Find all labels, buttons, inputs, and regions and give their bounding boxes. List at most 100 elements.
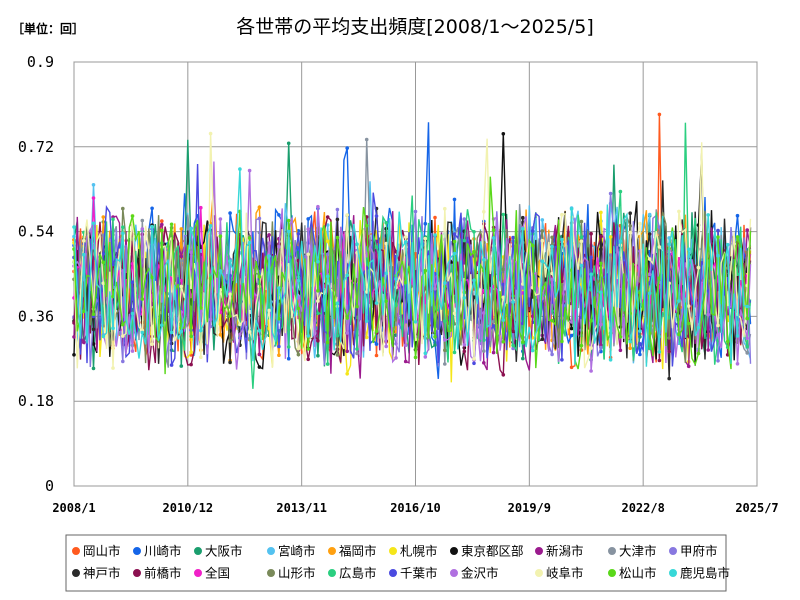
data-point: [189, 350, 193, 354]
data-point: [403, 359, 408, 364]
data-point: [169, 363, 174, 367]
data-point: [218, 234, 223, 238]
data-point: [696, 265, 701, 270]
data-point: [618, 335, 623, 339]
data-point: [521, 356, 525, 361]
data-point: [735, 362, 740, 366]
data-point: [569, 207, 574, 211]
data-point: [179, 278, 184, 283]
data-point: [735, 334, 740, 338]
data-point: [716, 235, 720, 239]
x-tick-label: 2022/8: [621, 501, 664, 515]
data-point: [550, 244, 554, 249]
data-point: [316, 259, 320, 264]
data-point: [316, 204, 320, 209]
data-point: [452, 251, 457, 256]
data-point: [569, 326, 574, 331]
data-point: [160, 323, 164, 328]
data-point: [296, 306, 301, 311]
data-point: [355, 347, 359, 351]
legend-marker: [389, 569, 397, 577]
data-point: [91, 342, 96, 346]
data-point: [589, 255, 593, 260]
legend-label: 山形市: [278, 566, 316, 581]
data-point: [482, 257, 486, 262]
data-point: [384, 271, 389, 276]
data-point: [384, 299, 389, 304]
data-point: [677, 257, 681, 261]
data-point: [462, 217, 467, 221]
legend-marker: [267, 547, 275, 555]
data-point: [433, 343, 437, 347]
data-point: [618, 239, 623, 243]
data-point: [560, 358, 564, 362]
data-point: [579, 343, 584, 348]
data-point: [121, 322, 125, 327]
data-point: [91, 327, 96, 332]
data-point: [716, 253, 720, 258]
data-point: [306, 357, 311, 362]
data-point: [647, 331, 652, 336]
data-point: [316, 353, 320, 358]
data-point: [394, 277, 398, 281]
data-point: [130, 311, 135, 316]
data-point: [745, 316, 749, 321]
data-point: [199, 205, 203, 210]
data-point: [335, 217, 340, 222]
data-point: [91, 312, 96, 317]
data-point: [267, 241, 271, 245]
data-point: [667, 242, 671, 247]
data-point: [550, 235, 554, 240]
data-point: [247, 330, 252, 334]
data-point: [647, 232, 652, 236]
data-point: [82, 252, 86, 257]
data-point: [716, 323, 720, 328]
x-tick-label: 2016/10: [390, 501, 441, 515]
data-point: [403, 280, 408, 285]
data-point: [130, 349, 135, 353]
data-point: [491, 236, 496, 240]
legend-label: 甲府市: [680, 544, 718, 559]
data-point: [130, 214, 135, 218]
data-point: [491, 319, 496, 324]
data-point: [482, 349, 486, 353]
data-point: [716, 228, 720, 233]
data-point: [628, 339, 632, 344]
data-point: [647, 291, 652, 296]
legend-label: 金沢市: [461, 566, 499, 581]
data-point: [677, 299, 681, 303]
data-point: [355, 304, 359, 309]
data-point: [384, 241, 389, 246]
legend-label: 宮崎市: [278, 544, 316, 559]
legend-marker: [194, 569, 202, 577]
data-point: [628, 230, 632, 235]
data-point: [306, 227, 311, 231]
data-point: [686, 364, 691, 369]
data-point: [628, 346, 632, 351]
data-point: [589, 318, 593, 323]
data-point: [199, 355, 203, 360]
data-point: [91, 196, 96, 200]
legend-marker: [608, 547, 616, 555]
data-point: [335, 301, 340, 306]
series-markers: [72, 209, 749, 360]
data-point: [491, 228, 496, 232]
data-point: [121, 334, 125, 338]
data-point: [725, 339, 730, 344]
data-point: [443, 338, 447, 342]
data-point: [364, 253, 369, 258]
data-point: [521, 227, 525, 231]
data-point: [82, 238, 86, 243]
data-point: [121, 225, 125, 229]
data-point: [355, 242, 359, 246]
data-point: [501, 295, 506, 300]
data-point: [638, 335, 642, 339]
data-point: [540, 259, 545, 264]
data-point: [374, 342, 379, 346]
data-point: [160, 222, 164, 227]
data-point: [472, 230, 476, 234]
data-point: [560, 339, 564, 344]
data-point: [472, 278, 476, 283]
data-point: [452, 232, 457, 236]
data-point: [482, 209, 486, 214]
